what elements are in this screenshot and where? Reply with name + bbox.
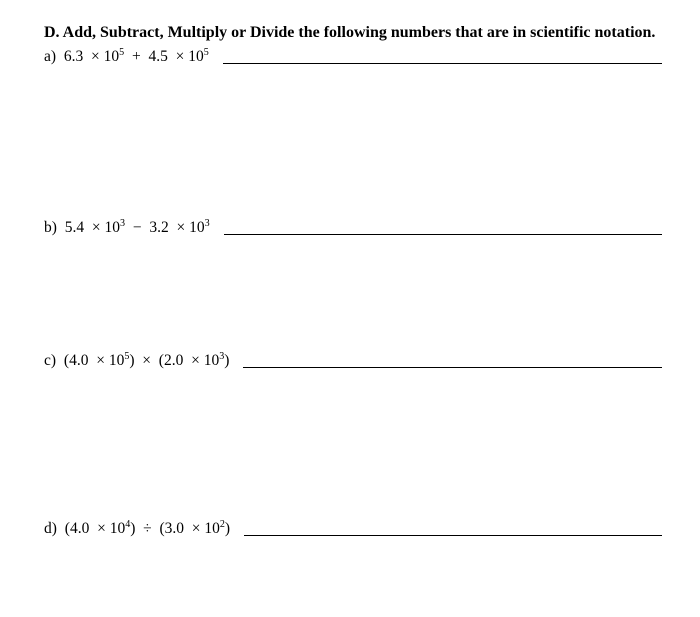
coef: 3.0 (165, 520, 184, 537)
problem-c-label: c) (44, 352, 56, 369)
op: ÷ (143, 520, 152, 537)
problem-b-label: b) (44, 219, 57, 236)
answer-blank-c (243, 354, 662, 368)
exp: 3 (205, 217, 210, 228)
problem-d-expr: d) (4.0 × 104) ÷ (3.0 × 102) (44, 520, 230, 538)
problem-b-expr: b) 5.4 × 103 − 3.2 × 103 (44, 219, 210, 237)
exp: 5 (124, 350, 129, 361)
coef: 2.0 (164, 352, 183, 369)
op: − (133, 219, 142, 236)
exp: 4 (125, 518, 130, 529)
coef: 5.4 (65, 219, 84, 236)
op: + (132, 48, 141, 65)
exp: 3 (219, 350, 224, 361)
problem-a-expr: a) 6.3 × 105 + 4.5 × 105 (44, 48, 209, 66)
answer-blank-a (223, 50, 662, 64)
exp: 3 (120, 217, 125, 228)
section-heading: D. Add, Subtract, Multiply or Divide the… (44, 22, 662, 44)
coef: 4.0 (69, 352, 88, 369)
problem-c: c) (4.0 × 105) × (2.0 × 103) (44, 352, 662, 370)
exp: 2 (220, 518, 225, 529)
problem-a: a) 6.3 × 105 + 4.5 × 105 (44, 48, 662, 66)
op: × (142, 352, 151, 369)
exp: 5 (119, 46, 124, 57)
problem-b: b) 5.4 × 103 − 3.2 × 103 (44, 219, 662, 237)
problem-d: d) (4.0 × 104) ÷ (3.0 × 102) (44, 520, 662, 538)
coef: 6.3 (64, 48, 83, 65)
coef: 4.0 (70, 520, 89, 537)
coef: 4.5 (148, 48, 167, 65)
answer-blank-d (244, 522, 662, 536)
coef: 3.2 (149, 219, 168, 236)
problem-d-label: d) (44, 520, 57, 537)
answer-blank-b (224, 221, 662, 235)
problem-a-label: a) (44, 48, 56, 65)
problem-c-expr: c) (4.0 × 105) × (2.0 × 103) (44, 352, 229, 370)
exp: 5 (204, 46, 209, 57)
